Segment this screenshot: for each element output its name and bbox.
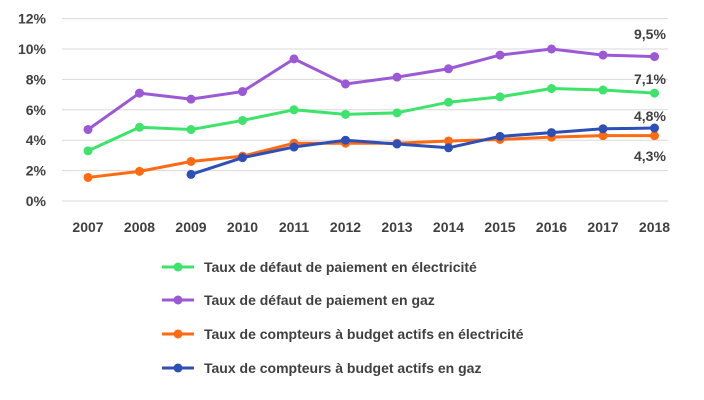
series-line: [87, 87, 655, 153]
series-4: [186, 123, 659, 179]
data-point: [135, 166, 144, 176]
legend-item: Taux de défaut de paiement en électricit…: [162, 259, 477, 275]
data-point: [341, 109, 350, 119]
series-line: [190, 126, 655, 176]
y-tick-label: 2%: [26, 163, 47, 179]
data-point: [392, 72, 402, 82]
data-point: [547, 84, 556, 94]
x-tick-label: 2009: [175, 219, 206, 235]
data-point: [392, 108, 402, 118]
legend-label: Taux de défaut de paiement en gaz: [204, 292, 435, 308]
legend-label: Taux de défaut de paiement en électricit…: [204, 259, 477, 275]
y-tick-label: 10%: [18, 41, 47, 57]
data-point: [341, 135, 350, 145]
data-point: [238, 153, 247, 163]
y-tick-label: 6%: [26, 102, 47, 118]
legend-marker: [173, 295, 183, 305]
data-point: [444, 136, 453, 146]
x-tick-label: 2016: [536, 219, 567, 235]
series-2: [83, 44, 659, 135]
y-tick-label: 0%: [26, 193, 47, 209]
end-value-label: 4,8%: [634, 108, 666, 124]
data-point: [135, 88, 144, 98]
x-tick-label: 2013: [381, 219, 412, 235]
legend-item: Taux de compteurs à budget actifs en éle…: [162, 326, 524, 342]
data-point: [186, 169, 196, 179]
data-point: [83, 125, 93, 135]
data-point: [495, 92, 505, 102]
end-value-label: 4,3%: [634, 148, 666, 164]
legend-marker: [173, 262, 183, 272]
data-point: [495, 131, 505, 141]
end-value-label: 9,5%: [634, 26, 666, 42]
x-tick-label: 2011: [279, 219, 310, 235]
x-axis-ticks: 2007 2008 2009 2010 2011 2012 2013 2014 2015 2016…: [72, 219, 670, 235]
series-1: [83, 84, 659, 156]
data-point: [83, 172, 93, 182]
data-point: [238, 87, 247, 97]
data-point: [650, 88, 659, 98]
series-3: [83, 131, 659, 182]
data-point: [444, 97, 453, 107]
legend: Taux de défaut de paiement en électricit…: [162, 259, 524, 376]
x-tick-label: 2014: [433, 219, 464, 235]
data-point: [186, 156, 196, 166]
data-point: [289, 105, 299, 115]
series-line: [87, 47, 655, 131]
data-point: [650, 131, 659, 141]
x-tick-label: 2017: [587, 219, 618, 235]
y-tick-label: 8%: [26, 71, 47, 87]
data-point: [495, 50, 505, 60]
data-point: [135, 122, 144, 132]
legend-item: Taux de défaut de paiement en gaz: [162, 292, 435, 308]
end-labels: 7,1% 9,5% 4,3% 4,8%: [634, 26, 666, 164]
data-point: [444, 143, 453, 153]
data-point: [547, 44, 556, 54]
x-tick-label: 2015: [484, 219, 515, 235]
end-value-label: 7,1%: [634, 71, 666, 87]
data-point: [598, 131, 608, 141]
data-point: [547, 128, 556, 138]
data-point: [650, 52, 659, 62]
data-point: [186, 125, 196, 135]
data-point: [83, 146, 93, 156]
series-group: [83, 44, 659, 182]
x-tick-label: 2008: [124, 219, 155, 235]
legend-marker: [173, 363, 183, 373]
legend-item: Taux de compteurs à budget actifs en gaz: [162, 360, 481, 376]
data-point: [238, 115, 247, 125]
gridlines: [62, 18, 668, 202]
x-tick-label: 2012: [330, 219, 361, 235]
x-tick-label: 2010: [227, 219, 258, 235]
data-point: [598, 85, 608, 95]
data-point: [289, 54, 299, 64]
data-point: [598, 124, 608, 134]
data-point: [186, 94, 196, 104]
data-point: [444, 64, 453, 74]
x-tick-label: 2018: [639, 219, 670, 235]
x-tick-label: 2007: [72, 219, 103, 235]
y-tick-label: 12%: [18, 11, 47, 27]
legend-marker: [173, 329, 183, 339]
data-point: [341, 79, 350, 89]
data-point: [650, 123, 659, 133]
data-point: [598, 50, 608, 60]
y-axis-ticks: 0% 2% 4% 6% 8% 10% 12%: [18, 11, 47, 209]
y-tick-label: 4%: [26, 132, 47, 148]
data-point: [289, 142, 299, 152]
legend-label: Taux de compteurs à budget actifs en gaz: [204, 360, 481, 376]
legend-label: Taux de compteurs à budget actifs en éle…: [204, 326, 524, 342]
data-point: [392, 139, 402, 149]
